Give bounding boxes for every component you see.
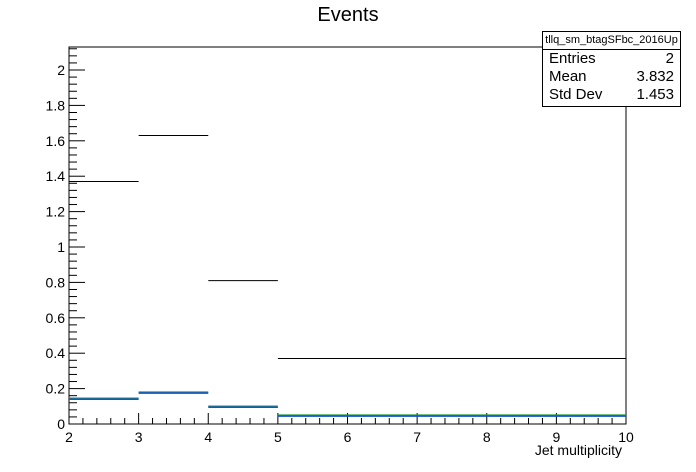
y-tick-label: 1.8 <box>46 97 66 113</box>
y-tick-label: 1.6 <box>46 133 66 149</box>
x-tick-label: 3 <box>135 429 143 445</box>
stats-label: Mean <box>549 68 587 85</box>
y-tick-label: 1 <box>57 239 65 255</box>
x-tick-label: 2 <box>65 429 73 445</box>
stats-value: 3.832 <box>636 68 674 85</box>
stats-row-entries: Entries 2 <box>543 50 680 68</box>
stats-row-stddev: Std Dev 1.453 <box>543 86 680 104</box>
stats-row-mean: Mean 3.832 <box>543 68 680 86</box>
stats-label: Std Dev <box>549 86 603 103</box>
stats-value: 2 <box>665 50 674 67</box>
y-tick-label: 0.6 <box>46 310 66 326</box>
histogram-series <box>69 134 626 417</box>
x-axis-label: Jet multiplicity <box>534 442 622 458</box>
y-tick-label: 1.4 <box>46 168 66 184</box>
stats-box: tllq_sm_btagSFbc_2016Up Entries 2 Mean 3… <box>542 31 681 107</box>
x-tick-label: 9 <box>552 429 560 445</box>
y-tick-label: 1.2 <box>46 204 66 220</box>
y-tick-label: 2 <box>57 62 65 78</box>
x-tick-label: 7 <box>413 429 421 445</box>
stats-box-name: tllq_sm_btagSFbc_2016Up <box>543 32 680 50</box>
x-tick-label: 4 <box>204 429 212 445</box>
x-tick-label: 5 <box>274 429 282 445</box>
x-tick-label: 6 <box>344 429 352 445</box>
y-tick-label: 0.2 <box>46 381 66 397</box>
chart-title: Events <box>317 4 379 26</box>
stats-label: Entries <box>549 50 596 67</box>
y-tick-label: 0.4 <box>46 345 66 361</box>
y-tick-label: 0 <box>57 416 65 432</box>
axes: 2 3 4 5 6 7 8 9 10 0 0.2 0.4 0.6 0.8 1 1.2 1.4 1.6 1.8 2 <box>46 48 634 445</box>
x-tick-label: 8 <box>483 429 491 445</box>
x-tick-label: 10 <box>618 429 634 445</box>
stats-value: 1.453 <box>636 86 674 103</box>
y-tick-label: 0.8 <box>46 274 66 290</box>
